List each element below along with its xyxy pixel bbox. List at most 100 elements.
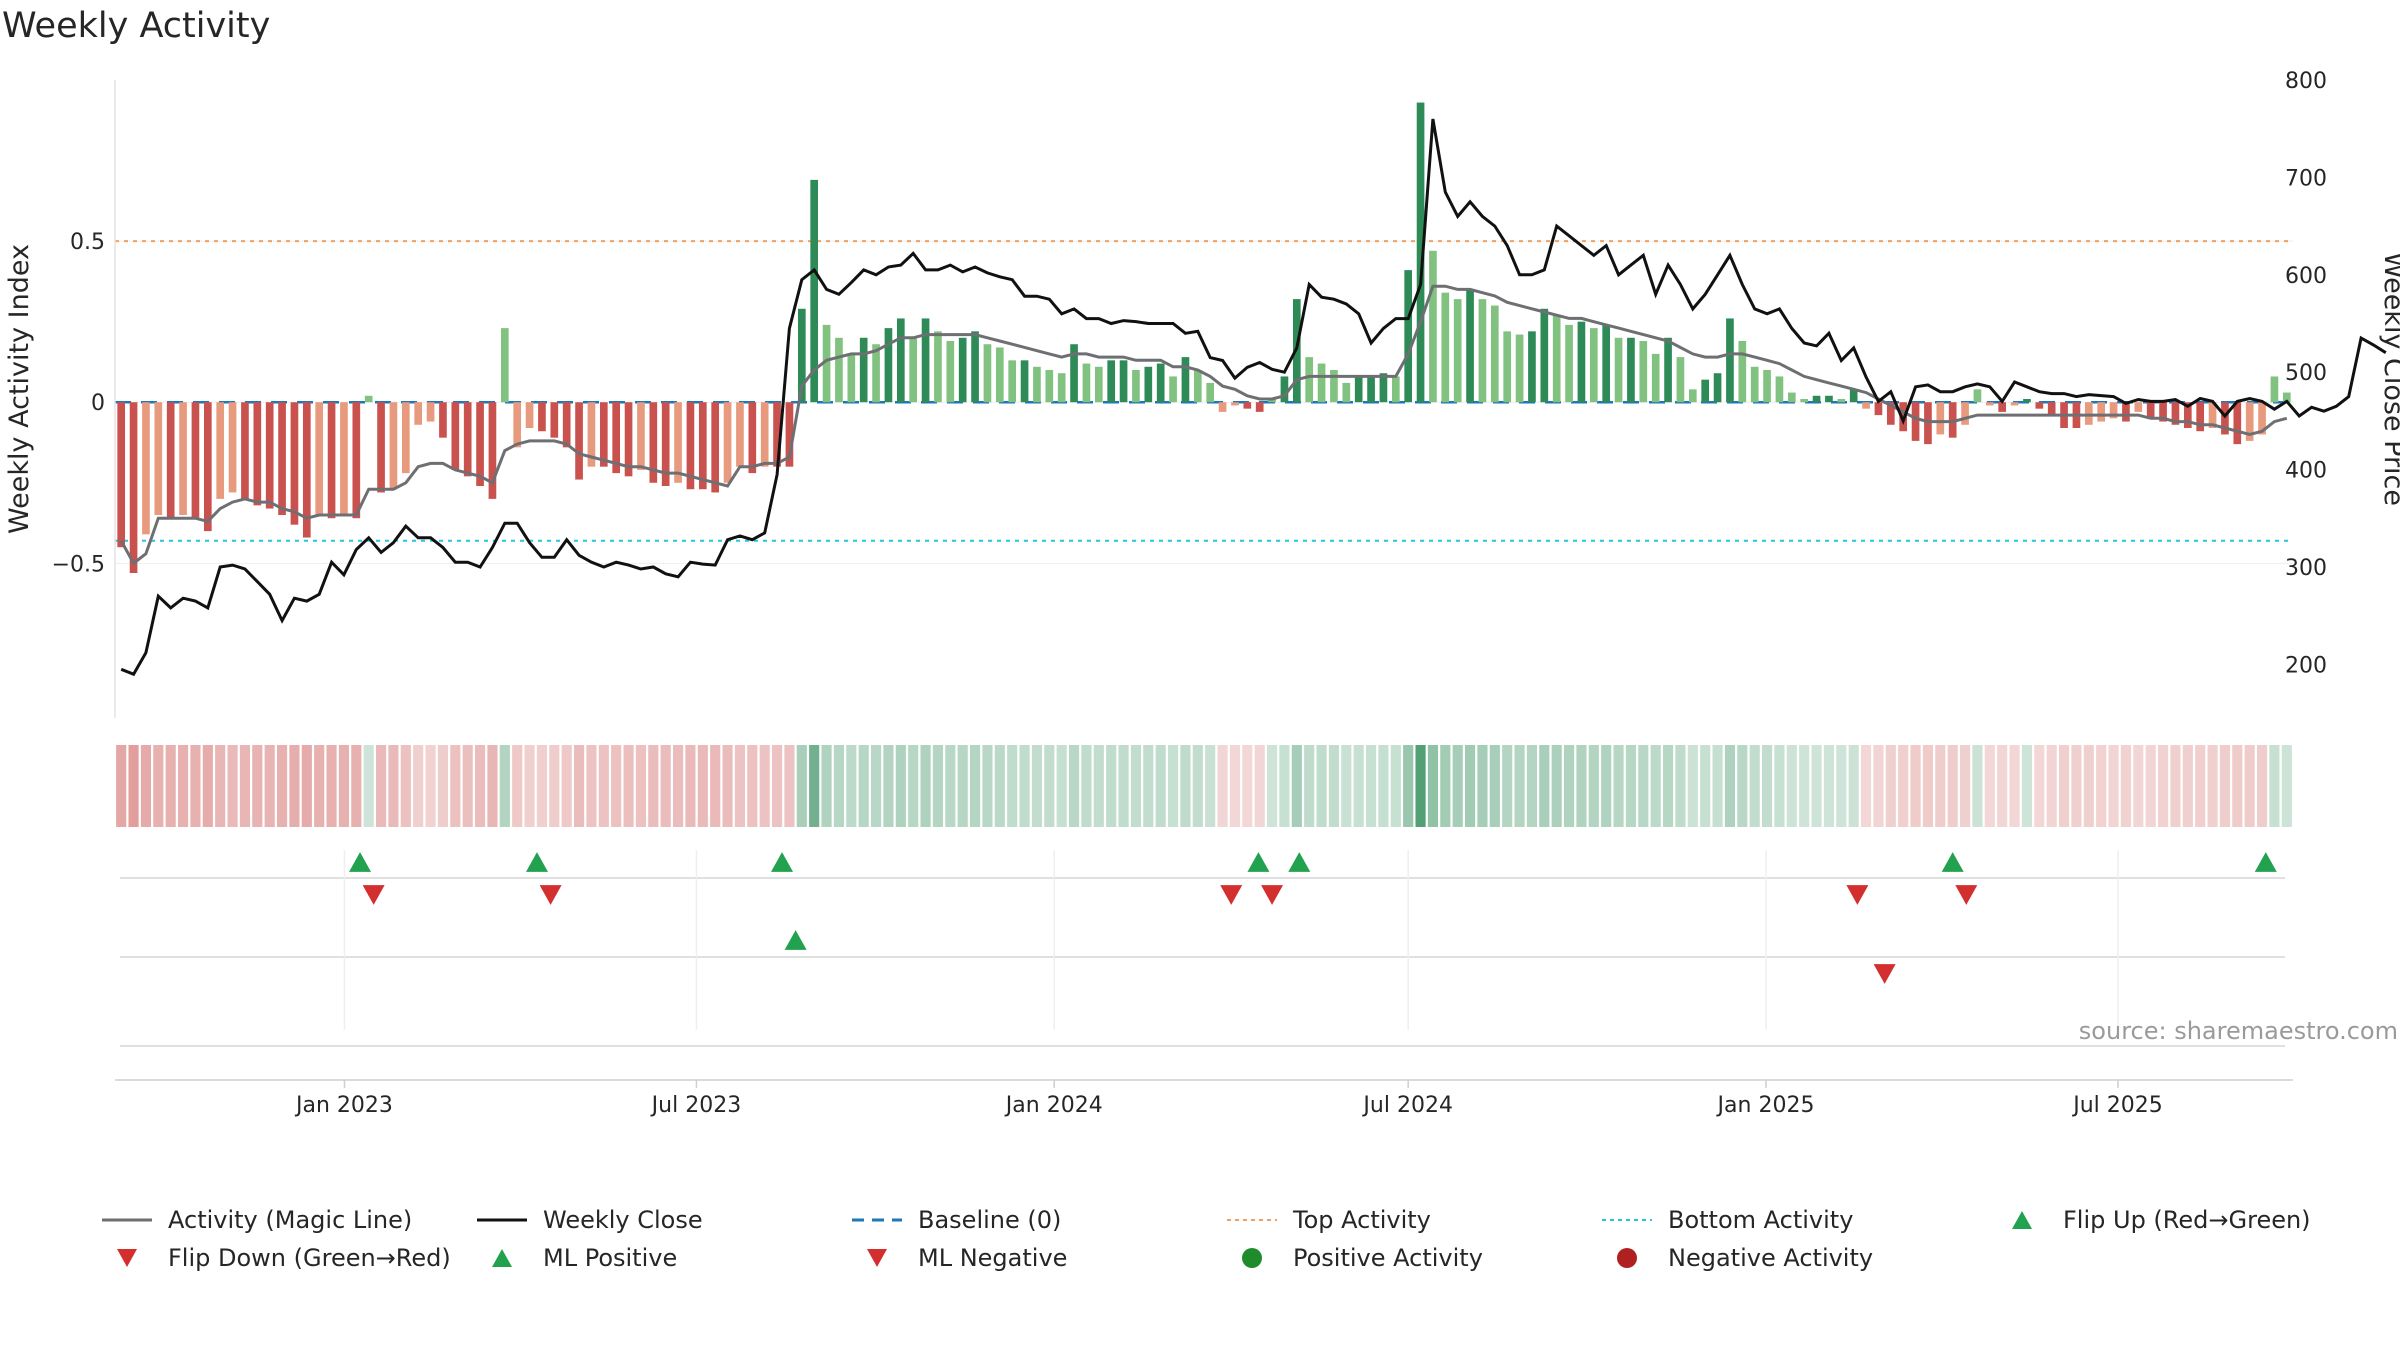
heat-cell [2083,745,2094,827]
heat-cell [1947,745,1958,827]
heat-cell [2096,745,2107,827]
activity-bar [946,341,955,403]
legend-item: Flip Down (Green→Red) [98,1243,451,1273]
legend-label: Flip Up (Red→Green) [2063,1206,2311,1234]
activity-bar [1936,402,1945,435]
legend-label: Top Activity [1293,1206,1431,1234]
heat-cell [2182,745,2193,827]
heat-cell [1539,745,1550,827]
y-axis-label: Weekly Activity Index [4,244,35,534]
activity-bar [1515,334,1524,403]
activity-bar [1280,376,1289,403]
activity-bar [2023,399,2031,403]
heat-cell [1044,745,1055,827]
activity-bar [1701,379,1710,403]
activity-bar [401,402,410,474]
heat-cell [202,745,213,827]
ml-negative-marker [1873,964,1896,984]
activity-bar [154,402,163,515]
heat-cell [1440,745,1451,827]
activity-bar [1429,250,1437,403]
activity-bar [995,347,1004,403]
activity-bar [1243,402,1252,409]
heat-cell [660,745,671,827]
heat-cell [1167,745,1179,827]
heat-cell [165,745,176,827]
heat-cell [685,745,696,827]
x-axis: Jan 2023 Jul 2023 Jan 2024 Jul 2024 Jan 2025… [115,1079,2293,1118]
activity-bar [1391,376,1400,403]
activity-bar [575,402,583,480]
activity-bar [686,402,695,490]
activity-bar [1552,315,1561,403]
activity-bar [476,402,484,486]
flip-up-marker [1247,852,1270,872]
activity-bar [2196,402,2205,432]
legend-circle [1617,1248,1637,1268]
activity-bar [216,402,225,499]
legend-tri-up [492,1249,512,1267]
heat-cell [1502,745,1513,827]
legend-item: Top Activity [1223,1205,1431,1235]
activity-bar [2146,402,2155,419]
activity-bar [847,353,856,403]
legend-item: ML Negative [848,1243,1067,1273]
heat-cell [1415,745,1426,827]
heat-cell [1452,745,1463,827]
activity-bar [1132,370,1140,403]
activity-bar [1181,357,1190,403]
activity-bar [2245,402,2254,441]
heat-cell [945,745,956,827]
heat-cell [784,745,795,827]
heat-cell [1885,745,1896,827]
activity-bar [1589,328,1598,403]
activity-bar [1466,289,1474,403]
activity-bar [1540,308,1549,403]
chart-title: Weekly Activity [2,6,271,46]
activity-bar [327,402,336,519]
heat-cell [611,745,622,827]
heat-cell [561,745,572,827]
activity-bar [1528,331,1536,403]
heat-cell [635,745,647,827]
activity-heat-strip [116,745,2292,827]
heat-cell [1662,745,1674,827]
legend-item: Positive Activity [1223,1243,1483,1273]
heat-cell [870,745,882,827]
heat-cell [2170,745,2181,827]
heat-cell [1390,745,1401,827]
heat-cell [1106,745,1117,827]
x-tick-label: Jan 2025 [1716,1093,1815,1118]
activity-bar [2258,402,2266,435]
heat-cell [1836,745,1847,827]
activity-bar [1775,376,1784,403]
legend: Activity (Magic Line) Weekly Close Baselin… [0,1205,2400,1295]
heat-cell [1625,745,1637,827]
heat-cell [462,745,473,827]
activity-bar [1503,331,1512,403]
heat-cell [1217,745,1228,827]
activity-bar [612,402,621,474]
flip-up-marker [1941,852,1964,872]
heat-cell [1601,745,1612,827]
heat-cell [450,745,461,827]
heat-cell [1341,745,1352,827]
dash-legend-icon [848,1205,906,1235]
x-tick-label: Jul 2024 [1361,1093,1453,1118]
heat-cell [1860,745,1872,827]
heat-cell [314,745,325,827]
activity-bar [835,337,843,403]
heat-cell [1427,745,1439,827]
heat-cell [2269,745,2280,827]
flip-up-marker [525,852,548,872]
activity-bar [859,337,868,403]
activity-bar [228,402,237,493]
activity-bar [2134,402,2143,412]
activity-bar [315,402,324,515]
legend-tri-up [2012,1211,2032,1229]
heat-cell [128,745,139,827]
flip-up-marker [349,852,372,872]
activity-bar [2109,402,2118,419]
heat-cell [363,745,374,827]
dot-legend-icon [1598,1205,1656,1235]
